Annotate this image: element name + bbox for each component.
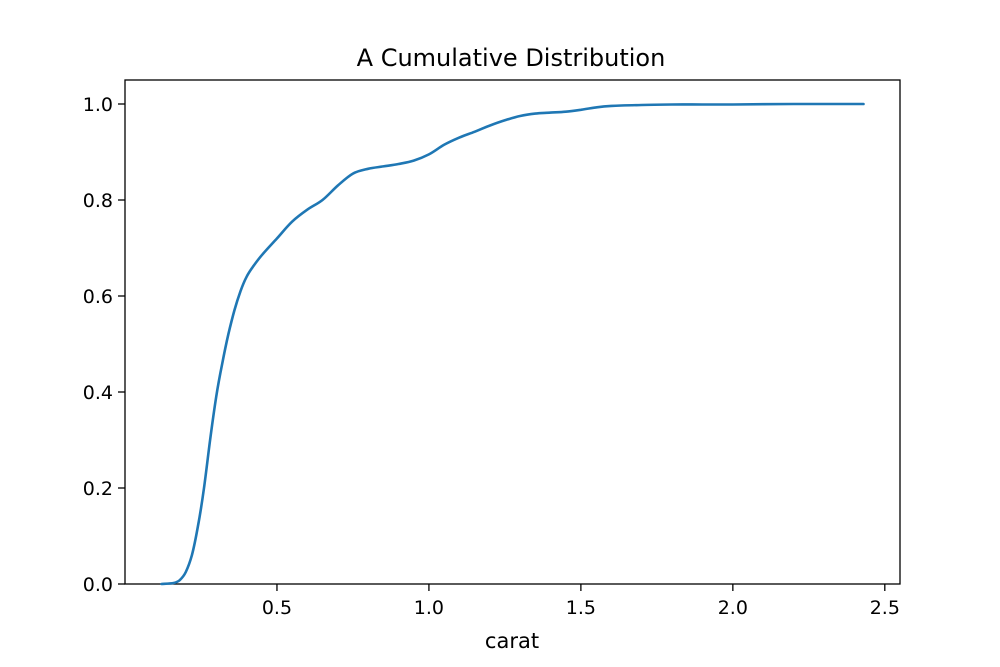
chart-title: A Cumulative Distribution — [357, 44, 666, 72]
y-tick-label: 0.2 — [83, 478, 113, 500]
x-tick-label: 2.5 — [870, 597, 900, 619]
x-tick-label: 0.5 — [262, 597, 292, 619]
y-tick-label: 0.4 — [83, 382, 113, 404]
plot-area-frame — [124, 79, 901, 585]
x-tick-label: 2.0 — [718, 597, 748, 619]
x-axis: 0.5 1.0 1.5 2.0 2.5 — [262, 584, 900, 619]
x-tick-label: 1.5 — [566, 597, 596, 619]
x-axis-label: carat — [485, 629, 539, 653]
x-tick-label: 1.0 — [414, 597, 444, 619]
y-tick-label: 1.0 — [83, 94, 113, 116]
y-axis: 0.0 0.2 0.4 0.6 0.8 1.0 — [83, 94, 125, 596]
y-tick-label: 0.8 — [83, 190, 113, 212]
y-tick-label: 0.6 — [83, 286, 113, 308]
y-tick-label: 0.0 — [83, 574, 113, 596]
cdf-series-line — [160, 102, 865, 586]
